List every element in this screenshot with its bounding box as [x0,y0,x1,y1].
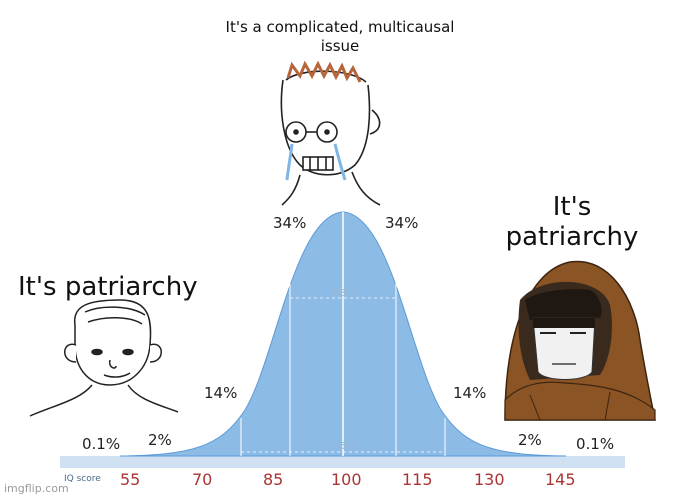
axis-tick: 70 [192,470,213,489]
percent-tail-left: 0.1% [82,435,121,453]
percent-outer-right: 2% [518,431,542,449]
percent-mid-left: 14% [204,384,238,402]
axis-tick: 130 [474,470,505,489]
axis-label: IQ score [64,474,101,484]
caption-left: It's patriarchy [18,272,198,302]
percent-center-right: 34% [385,214,419,232]
caption-top: It's a complicated, multicausal issue [225,18,455,55]
simple-wojak-character [29,299,179,417]
percent-mid-right: 14% [453,384,487,402]
percent-outer-left: 2% [148,431,172,449]
axis-tick: 55 [120,470,141,489]
percent-tail-right: 0.1% [576,435,615,453]
percent-center-left: 34% [273,214,307,232]
percent-wide-band: 95% [333,441,356,452]
axis-tick: 100 [331,470,362,489]
caption-right: It's patriarchy [505,192,639,252]
percent-inner-band: 68% [333,288,356,299]
axis-band [60,456,625,468]
hooded-character [504,260,656,421]
watermark: imgflip.com [4,482,69,495]
axis-tick: 85 [263,470,284,489]
axis-tick: 115 [402,470,433,489]
axis-tick: 145 [545,470,576,489]
crying-glasses-character [280,60,381,206]
